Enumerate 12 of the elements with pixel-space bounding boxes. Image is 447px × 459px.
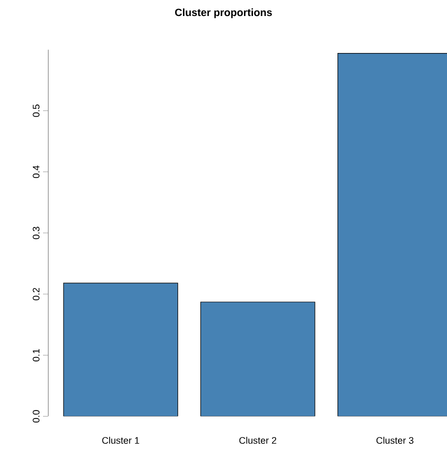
x-tick-label: Cluster 2 — [239, 436, 276, 444]
y-tick-label: 0.0 — [32, 410, 40, 423]
y-tick-label: 0.5 — [32, 104, 40, 117]
y-tick-label: 0.1 — [32, 349, 40, 362]
bar — [200, 302, 315, 416]
y-tick-label: 0.3 — [32, 226, 40, 240]
bar — [64, 283, 178, 416]
x-tick-label: Cluster 1 — [102, 436, 140, 444]
chart-title: Cluster proportions — [175, 8, 272, 18]
x-tick-label: Cluster 3 — [376, 436, 414, 444]
y-tick-label: 0.2 — [32, 288, 40, 300]
y-tick-label: 0.4 — [32, 166, 40, 178]
